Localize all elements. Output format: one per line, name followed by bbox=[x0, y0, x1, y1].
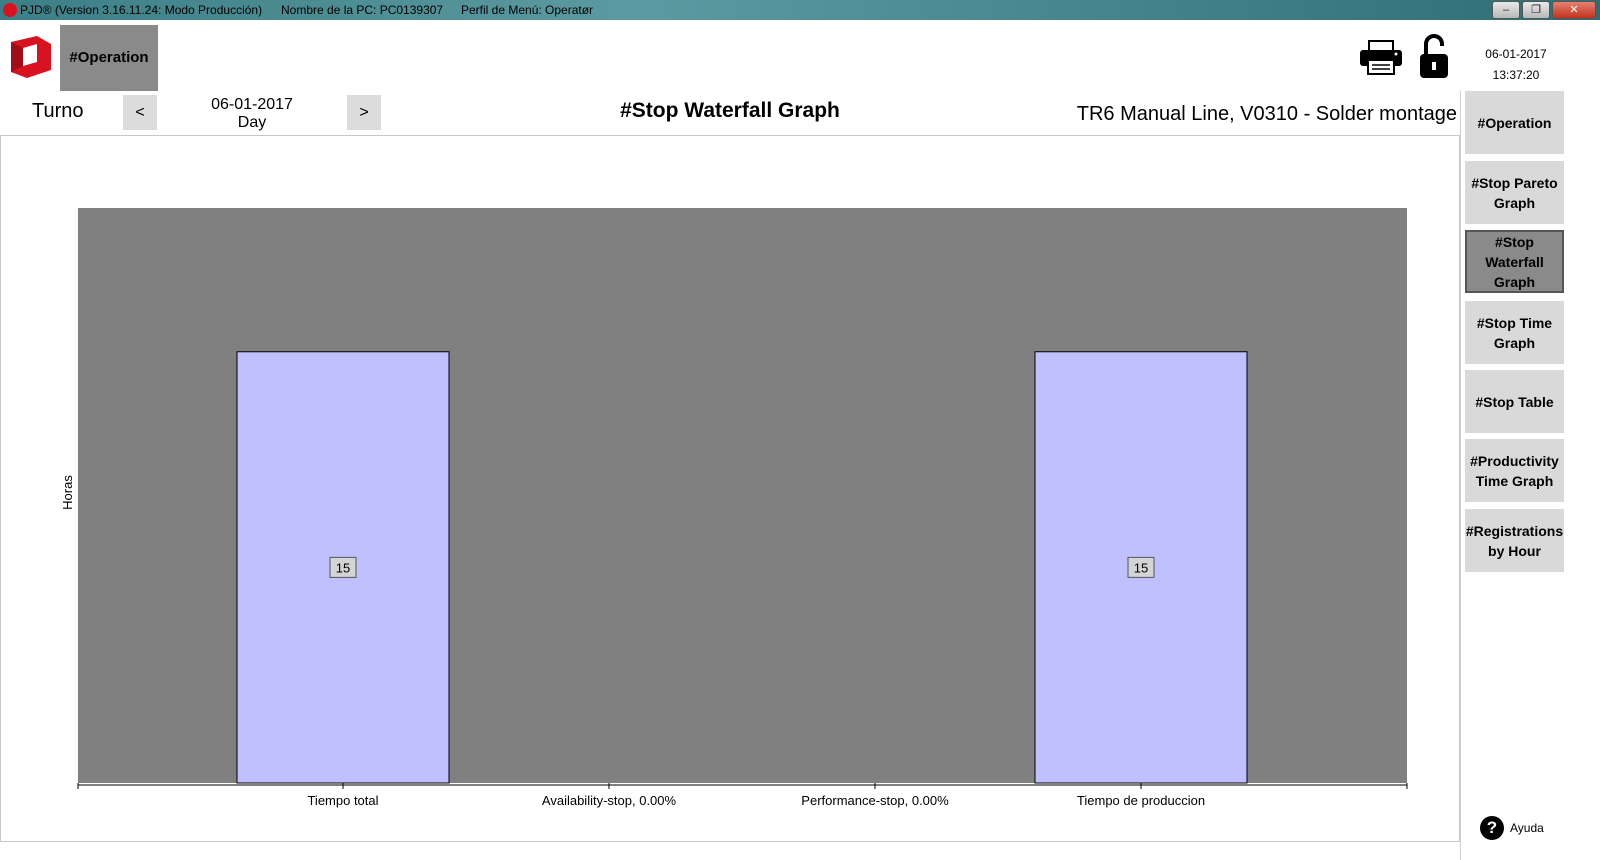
sidebar-item-stop-pareto-graph[interactable]: #Stop Pareto Graph bbox=[1465, 161, 1564, 224]
line-info: TR6 Manual Line, V0310 - Solder montage bbox=[1076, 103, 1457, 125]
sidebar-item-label: #Operation bbox=[1477, 114, 1552, 131]
waterfall-chart: 15 Tiempo total Availability-stop, 0.00% Pe… bbox=[60, 208, 1408, 808]
help-button[interactable]: ? Ayuda bbox=[1480, 816, 1544, 840]
sidebar-item-label: #Productivity Time Graph bbox=[1470, 452, 1559, 489]
unlocked-lock-icon[interactable] bbox=[1418, 34, 1450, 80]
pjd-logo-icon bbox=[11, 36, 51, 78]
window-titlebar: PJD® (Version 3.16.11.24: Modo Producció… bbox=[0, 0, 1600, 20]
printer-icon[interactable] bbox=[1358, 40, 1404, 76]
restore-button[interactable]: ❐ bbox=[1522, 1, 1550, 19]
menu-profile-text: Perfil de Menú: Operatør bbox=[461, 3, 594, 17]
app-version-text: PJD® (Version 3.16.11.24: Modo Producció… bbox=[20, 3, 263, 17]
page-title: #Stop Waterfall Graph bbox=[620, 99, 840, 122]
help-label: Ayuda bbox=[1510, 821, 1544, 835]
current-date: 06-01-2017 bbox=[1485, 47, 1547, 61]
data-label-box bbox=[1127, 556, 1155, 578]
selected-period: Day bbox=[237, 114, 267, 131]
sidebar-item-label: #Stop Pareto Graph bbox=[1471, 174, 1558, 211]
sidebar-item-label: #Stop Table bbox=[1475, 393, 1554, 410]
x-tick-label-3: Tiempo de produccion bbox=[1077, 793, 1205, 808]
selected-date: 06-01-2017 bbox=[211, 96, 293, 113]
sidebar-item-stop-waterfall-graph[interactable]: #Stop Waterfall Graph bbox=[1465, 230, 1564, 293]
y-axis-label: Horas bbox=[60, 475, 75, 510]
sidebar-item-stop-table[interactable]: #Stop Table bbox=[1465, 370, 1564, 433]
sidebar-item-registrations-by-hour[interactable]: #Registrations by Hour bbox=[1465, 509, 1564, 572]
data-label-3: 15 bbox=[1134, 560, 1148, 575]
sidebar-item-operation[interactable]: #Operation bbox=[1465, 91, 1564, 154]
sidebar-item-productivity-time-graph[interactable]: #Productivity Time Graph bbox=[1465, 439, 1564, 502]
close-button[interactable]: ✕ bbox=[1552, 1, 1596, 19]
current-time: 13:37:20 bbox=[1492, 68, 1540, 82]
window-controls: – ❐ ✕ bbox=[1492, 1, 1596, 19]
next-period-button[interactable]: > bbox=[347, 95, 381, 130]
data-label-0: 15 bbox=[336, 560, 350, 575]
chart-frame bbox=[0, 135, 1460, 842]
previous-period-button[interactable]: < bbox=[123, 95, 157, 130]
minimize-button[interactable]: – bbox=[1492, 1, 1520, 19]
x-tick-label-1: Availability-stop, 0.00% bbox=[542, 793, 677, 808]
sidebar-item-label: #Stop Time Graph bbox=[1476, 314, 1553, 351]
operation-tab[interactable]: #Operation bbox=[60, 25, 158, 91]
sidebar-item-label: #Stop Waterfall Graph bbox=[1485, 233, 1544, 290]
sidebar-divider bbox=[1460, 90, 1461, 860]
sidebar-item-label: #Registrations by Hour bbox=[1465, 522, 1564, 559]
pc-name-text: Nombre de la PC: PC0139307 bbox=[281, 3, 444, 17]
app-icon bbox=[3, 3, 17, 17]
question-icon: ? bbox=[1480, 816, 1504, 840]
data-label-box bbox=[329, 556, 357, 578]
sidebar-item-stop-time-graph[interactable]: #Stop Time Graph bbox=[1465, 301, 1564, 364]
x-tick-label-2: Performance-stop, 0.00% bbox=[801, 793, 949, 808]
x-tick-label-0: Tiempo total bbox=[307, 793, 378, 808]
turno-label: Turno bbox=[32, 100, 84, 122]
